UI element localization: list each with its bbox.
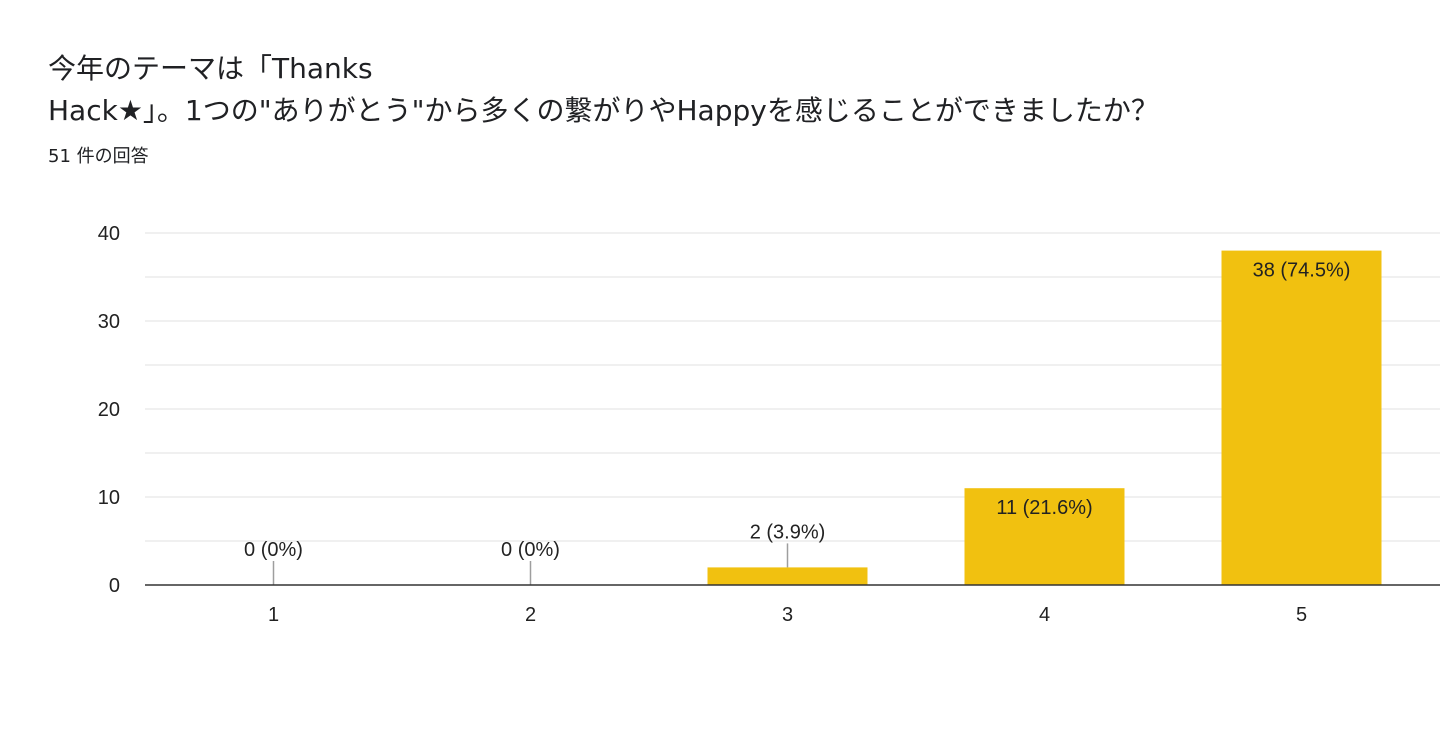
x-tick-label: 5	[1296, 604, 1307, 626]
y-tick-label: 40	[98, 223, 120, 245]
question-title-line-1: 今年のテーマは「Thanks	[48, 52, 373, 85]
data-label: 11 (21.6%)	[996, 497, 1092, 519]
bar	[964, 488, 1125, 585]
data-label: 38 (74.5%)	[1253, 260, 1351, 282]
bar	[707, 567, 868, 585]
x-tick-label: 4	[1039, 604, 1050, 626]
y-tick-label: 10	[98, 487, 120, 509]
x-tick-label: 2	[525, 604, 536, 626]
response-count: 51 件の回答	[48, 146, 149, 167]
bar	[1221, 250, 1382, 585]
y-tick-label: 20	[98, 399, 120, 421]
y-tick-label: 30	[98, 311, 120, 333]
x-tick-label: 3	[782, 604, 793, 626]
y-tick-label: 0	[109, 575, 120, 597]
question-title-line-2: Hack★」。1つの"ありがとう"から多くの繋がりやHappyを感じることができ…	[48, 94, 1159, 127]
data-label: 0 (0%)	[244, 539, 303, 561]
data-label: 2 (3.9%)	[750, 521, 826, 543]
data-label: 0 (0%)	[501, 539, 560, 561]
x-tick-label: 1	[268, 604, 279, 626]
question-title: 今年のテーマは「Thanks Hack★」。1つの"ありがとう"から多くの繋がり…	[48, 48, 1388, 132]
